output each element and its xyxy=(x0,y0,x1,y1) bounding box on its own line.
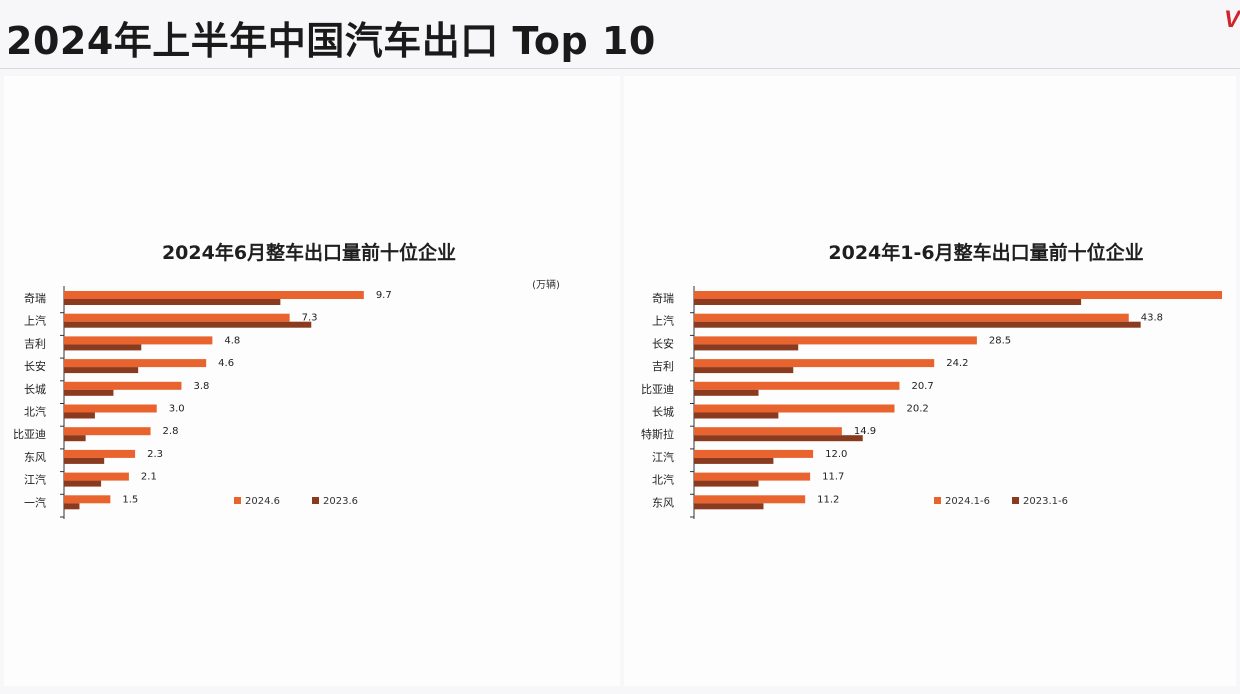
category-label: 比亚迪 xyxy=(641,383,674,396)
category-label: 上汽 xyxy=(652,314,674,328)
bar-current xyxy=(694,313,1129,322)
bar-current xyxy=(64,359,207,368)
data-label: 12.0 xyxy=(825,449,847,460)
bar-current xyxy=(694,495,806,504)
bar-previous xyxy=(64,457,105,464)
data-label: 1.5 xyxy=(122,494,138,505)
bar-previous xyxy=(64,503,80,510)
chart-panel-h1: 2024年1-6月整车出口量前十位企业奇瑞上汽 43.8 长安 28.5 吉利 24.2 比… xyxy=(624,76,1236,686)
legend-swatch-current xyxy=(234,497,241,504)
bar-current xyxy=(64,449,136,458)
category-label: 奇瑞 xyxy=(652,291,674,305)
data-label: 4.6 xyxy=(218,358,234,369)
legend-label-current: 2024.1-6 xyxy=(945,496,990,507)
bar-current xyxy=(64,495,111,504)
legend-swatch-previous xyxy=(1012,497,1019,504)
bar-current xyxy=(64,336,213,345)
bar-current xyxy=(694,472,811,481)
data-label: 43.8 xyxy=(1141,313,1163,324)
category-label: 北汽 xyxy=(24,405,46,419)
legend-swatch-previous xyxy=(312,497,319,504)
brand-logo: V xyxy=(1223,6,1240,33)
category-label: 一汽 xyxy=(24,495,46,509)
bar-previous xyxy=(694,457,774,464)
bar-current xyxy=(64,404,157,413)
bar-previous xyxy=(64,344,142,351)
data-label: 2.3 xyxy=(147,449,163,460)
data-label: 2.1 xyxy=(141,472,157,483)
category-label: 江汽 xyxy=(652,450,674,464)
data-label: 14.9 xyxy=(854,426,876,437)
category-label: 比亚迪 xyxy=(13,428,46,441)
category-label: 长城 xyxy=(652,406,674,419)
bar-previous xyxy=(64,412,95,419)
bar-previous xyxy=(64,435,86,442)
data-label: 20.7 xyxy=(911,381,933,392)
data-label: 2.8 xyxy=(163,426,179,437)
data-label: 7.3 xyxy=(302,313,318,324)
category-label: 特斯拉 xyxy=(641,427,674,441)
bar-current xyxy=(64,427,151,436)
category-label: 江汽 xyxy=(24,473,46,487)
category-label: 东风 xyxy=(24,451,46,464)
bar-current xyxy=(694,449,814,458)
unit-label: (万辆) xyxy=(532,278,560,291)
chart-title: 2024年6月整车出口量前十位企业 xyxy=(162,241,456,264)
data-label: 3.0 xyxy=(169,404,185,415)
legend-label-previous: 2023.1-6 xyxy=(1023,496,1068,507)
bar-current xyxy=(694,359,935,368)
bar-previous xyxy=(64,480,102,487)
data-label: 4.8 xyxy=(224,335,240,346)
bar-previous xyxy=(694,412,779,419)
category-label: 上汽 xyxy=(24,314,46,328)
bar-current xyxy=(694,381,900,390)
category-label: 长城 xyxy=(24,383,46,396)
bar-current xyxy=(64,381,182,390)
category-label: 奇瑞 xyxy=(24,291,46,305)
bar-previous xyxy=(694,389,759,396)
bar-previous xyxy=(694,435,863,442)
legend-label-current: 2024.6 xyxy=(245,496,280,507)
category-label: 东风 xyxy=(652,496,674,509)
bar-current xyxy=(694,291,1223,299)
data-label: 9.7 xyxy=(376,290,392,301)
bar-previous xyxy=(64,389,114,396)
legend-swatch-current xyxy=(934,497,941,504)
bar-current xyxy=(64,313,290,322)
title-divider xyxy=(0,68,1240,69)
bar-previous xyxy=(694,299,1082,305)
bar-current xyxy=(694,427,842,436)
bar-previous xyxy=(64,299,281,305)
chart-panel-june: 2024年6月整车出口量前十位企业 (万辆) 奇瑞 9.7 上汽 7.3 吉利 4.8 长安 4.… xyxy=(4,76,620,686)
data-label: 24.2 xyxy=(946,358,968,369)
june-export-chart: 2024年6月整车出口量前十位企业 (万辆) 奇瑞 9.7 上汽 7.3 吉利 4.8 长安 4.… xyxy=(13,241,560,519)
bar-current xyxy=(694,336,977,345)
bar-current xyxy=(694,404,895,413)
chart-title: 2024年1-6月整车出口量前十位企业 xyxy=(828,241,1143,264)
category-label: 长安 xyxy=(652,336,674,350)
legend-label-previous: 2023.6 xyxy=(323,496,358,507)
data-label: 11.2 xyxy=(817,494,839,505)
category-label: 吉利 xyxy=(652,360,674,373)
bar-previous xyxy=(694,344,799,351)
data-label: 11.7 xyxy=(822,472,844,483)
bar-current xyxy=(64,291,364,299)
bar-previous xyxy=(64,321,312,328)
category-label: 吉利 xyxy=(24,337,46,350)
bar-previous xyxy=(694,480,759,487)
data-label: 28.5 xyxy=(989,335,1011,346)
bar-previous xyxy=(64,367,139,374)
bar-current xyxy=(64,472,129,481)
category-label: 长安 xyxy=(24,359,46,373)
data-label: 20.2 xyxy=(907,404,929,415)
bar-previous xyxy=(694,367,794,374)
category-label: 北汽 xyxy=(652,473,674,487)
page-title: 2024年上半年中国汽车出口 Top 10 xyxy=(6,19,656,63)
data-label: 3.8 xyxy=(193,381,209,392)
bar-previous xyxy=(694,321,1141,328)
bar-previous xyxy=(694,503,764,510)
